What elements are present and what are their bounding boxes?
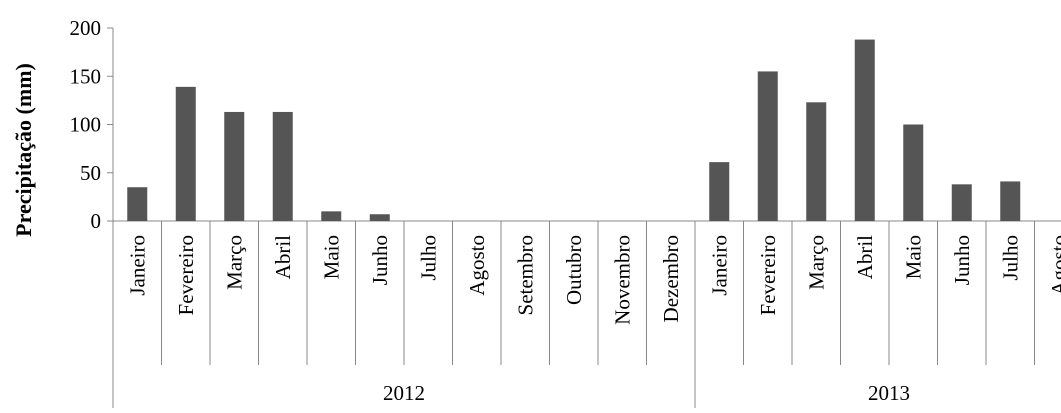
y-tick-label: 150	[70, 64, 102, 88]
bar	[806, 102, 826, 221]
y-tick-label: 50	[80, 161, 101, 185]
category-label: Setembro	[513, 235, 537, 315]
category-label: Agosto	[1047, 235, 1061, 296]
bar	[176, 87, 196, 221]
y-tick-label: 200	[70, 16, 102, 40]
category-label: Dezembro	[659, 235, 683, 322]
bar	[1000, 181, 1020, 221]
y-axis-label: Precipitação (mm)	[11, 63, 36, 237]
category-label: Junho	[950, 235, 974, 285]
bar	[224, 112, 244, 221]
bar	[952, 184, 972, 221]
bar	[370, 214, 390, 221]
category-label: Março	[804, 235, 828, 290]
category-label: Fevereiro	[174, 235, 198, 315]
group-label: 2012	[383, 381, 425, 405]
bar	[855, 40, 875, 221]
category-label: Janeiro	[707, 235, 731, 296]
category-label: Fevereiro	[756, 235, 780, 315]
category-label: Agosto	[465, 235, 489, 296]
category-label: Novembro	[610, 235, 634, 325]
bar	[903, 125, 923, 222]
bar	[709, 162, 729, 221]
bars-group	[127, 40, 1020, 221]
category-label: Abril	[271, 235, 295, 279]
category-label: Julho	[416, 235, 440, 281]
category-label: Janeiro	[125, 235, 149, 296]
bar	[273, 112, 293, 221]
y-tick-label: 0	[91, 209, 102, 233]
bar	[758, 71, 778, 221]
y-tick-label: 100	[70, 113, 102, 137]
group-label: 2013	[868, 381, 910, 405]
category-label: Abril	[853, 235, 877, 279]
category-label: Maio	[319, 235, 343, 279]
category-label: Março	[222, 235, 246, 290]
category-label: Julho	[998, 235, 1022, 281]
category-label: Maio	[901, 235, 925, 279]
bar	[127, 187, 147, 221]
bar	[321, 211, 341, 221]
category-label: Junho	[368, 235, 392, 285]
category-label: Outubro	[562, 235, 586, 305]
